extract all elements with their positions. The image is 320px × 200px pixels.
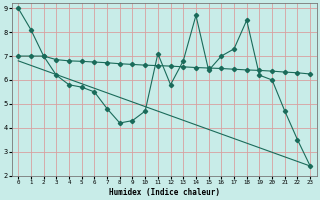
X-axis label: Humidex (Indice chaleur): Humidex (Indice chaleur)	[109, 188, 220, 197]
